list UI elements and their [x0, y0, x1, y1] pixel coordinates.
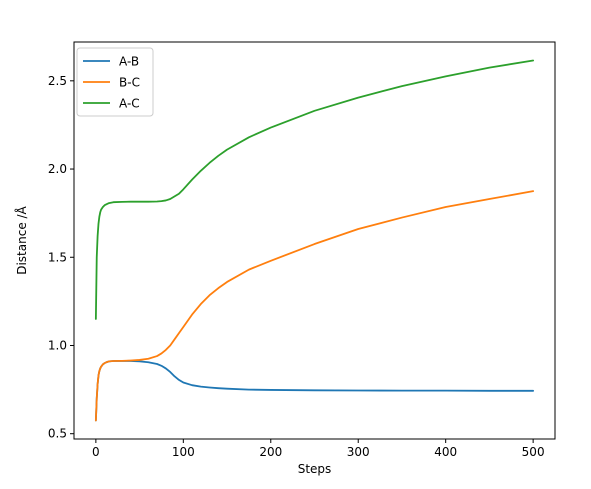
y-tick-label: 2.5	[48, 74, 67, 88]
series-line-a-c	[94, 59, 535, 320]
x-axis-label: Steps	[298, 462, 332, 476]
y-tick-label: 1.0	[48, 338, 67, 352]
y-axis-ticks: 0.5 1.0 1.5 2.0 2.5	[48, 74, 74, 441]
x-tick-label: 300	[347, 445, 370, 459]
series-line-b-c	[94, 190, 535, 422]
x-axis-ticks: 0 100 200 300 400 500	[92, 439, 545, 459]
legend-label-a-c: A-C	[119, 97, 140, 111]
x-tick-label: 500	[522, 445, 545, 459]
legend-label-a-b: A-B	[119, 55, 139, 69]
y-tick-label: 0.5	[48, 427, 67, 441]
plot-frame	[73, 41, 556, 440]
legend: A-B B-C A-C	[76, 47, 154, 117]
x-tick-label: 100	[172, 445, 195, 459]
y-tick-label: 1.5	[48, 250, 67, 264]
x-tick-label: 200	[259, 445, 282, 459]
y-tick-label: 2.0	[48, 162, 67, 176]
x-tick-label: 400	[434, 445, 457, 459]
legend-label-b-c: B-C	[119, 76, 140, 90]
series-layer	[94, 59, 535, 422]
x-tick-label: 0	[92, 445, 100, 459]
y-axis-label: Distance /Å	[14, 205, 29, 274]
legend-box	[76, 47, 154, 117]
plot-area	[74, 42, 555, 439]
